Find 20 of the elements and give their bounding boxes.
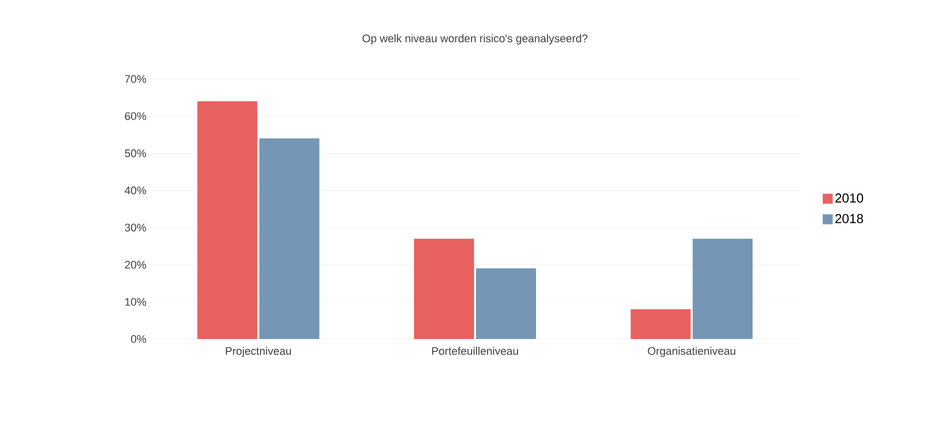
y-tick-label: 50% xyxy=(124,149,146,158)
y-tick-label: 0% xyxy=(130,335,146,343)
x-tick-label: Portefeuilleniveau xyxy=(432,346,518,355)
legend-label: 2010 xyxy=(835,193,864,203)
y-tick-label: 10% xyxy=(125,298,146,306)
x-tick-label: Projectniveau xyxy=(226,346,291,358)
x-tick-label: Organisatieniveau xyxy=(648,346,736,358)
bar xyxy=(630,309,691,339)
chart-title: Op welk niveau worden risico's geanalyseerd? xyxy=(362,34,588,44)
y-tick-label: 70% xyxy=(125,75,146,83)
y-tick-label: 60% xyxy=(125,112,146,120)
legend-label: 2018 xyxy=(835,214,864,224)
y-tick-label: 40% xyxy=(124,186,146,194)
y-tick-label: 30% xyxy=(124,224,146,232)
y-tick-label: 20% xyxy=(125,260,146,269)
bar xyxy=(259,138,320,339)
bar xyxy=(476,268,536,339)
bar xyxy=(692,238,753,339)
bar xyxy=(414,238,474,339)
bar xyxy=(197,101,258,339)
